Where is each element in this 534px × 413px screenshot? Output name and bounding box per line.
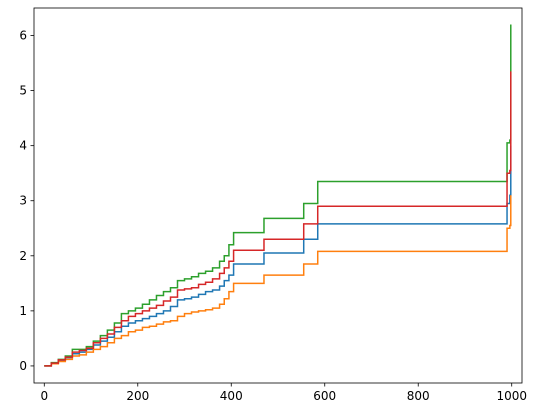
x-tick-label: 400 — [220, 389, 243, 403]
y-tick-label: 5 — [19, 84, 27, 98]
x-tick-label: 800 — [407, 389, 430, 403]
y-tick-label: 2 — [19, 249, 27, 263]
y-tick-label: 1 — [19, 304, 27, 318]
y-tick-label: 6 — [19, 29, 27, 43]
y-tick-label: 4 — [19, 139, 27, 153]
ticks-layer: 0 200 400 600 800 1000 0 1 2 3 4 5 6 — [19, 29, 527, 403]
series-line-3 — [44, 24, 512, 367]
y-tick-label: 0 — [19, 359, 27, 373]
x-tick-label: 1000 — [496, 389, 527, 403]
x-tick-label: 200 — [126, 389, 149, 403]
axes-layer — [33, 7, 523, 384]
series-line-4 — [44, 71, 512, 367]
series-layer — [44, 24, 512, 367]
y-tick-label: 3 — [19, 194, 27, 208]
x-tick-label: 0 — [40, 389, 48, 403]
series-line-2 — [44, 195, 512, 367]
plot-frame — [33, 7, 523, 384]
x-tick-label: 600 — [313, 389, 336, 403]
